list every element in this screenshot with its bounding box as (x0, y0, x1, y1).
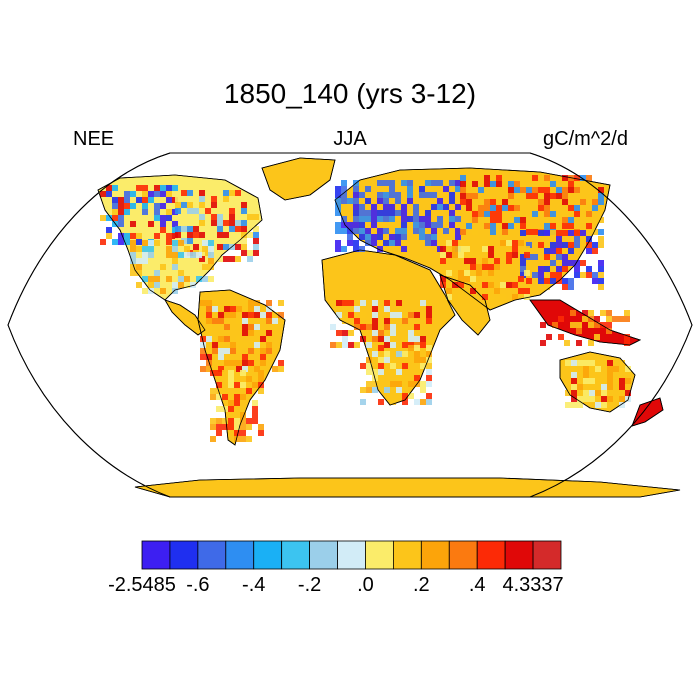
south-america-coast (197, 289, 286, 446)
units-label: gC/m^2/d (543, 128, 628, 150)
colorbar-bin-6 (309, 540, 338, 570)
central-america-coast (164, 299, 206, 336)
colorbar-bin-7 (337, 540, 366, 570)
colorbar-tick-label: .0 (357, 574, 374, 596)
colorbar-tick-label: 4.3337 (502, 574, 564, 596)
new-zealand-coast (631, 397, 664, 427)
north-america-coast (97, 174, 263, 301)
colorbar-tick-label: -.6 (186, 574, 210, 596)
colorbar-tick-label: .4 (468, 574, 486, 596)
colorbar-bin-14 (532, 540, 562, 570)
colorbar-bin-12 (476, 540, 506, 570)
colorbar-bin-0 (141, 540, 171, 570)
colorbar-tick-label: -2.5485 (108, 574, 176, 596)
variable-label: NEE (73, 128, 115, 150)
colorbar-bin-5 (281, 540, 310, 570)
colorbar-tick-label: .2 (412, 574, 430, 596)
europe-asia-coast (334, 167, 611, 311)
map-border (7, 152, 693, 498)
greenland-coast (261, 157, 336, 201)
colorbar-bin-2 (197, 540, 227, 570)
colorbar-tick-label: -.2 (297, 574, 322, 596)
plot-title: 1850_140 (yrs 3-12) (223, 78, 477, 109)
season-label: JJA (333, 128, 367, 150)
colorbar-bin-11 (448, 540, 478, 570)
colorbar-bin-4 (253, 540, 283, 570)
australia-coast (559, 351, 636, 413)
arabia-india-coast (439, 274, 491, 336)
colorbar-bin-8 (365, 540, 394, 570)
colorbar-bin-13 (504, 540, 534, 570)
colorbar-bin-9 (392, 540, 422, 570)
colorbar-bin-1 (169, 540, 199, 570)
colorbar-bin-3 (225, 540, 255, 570)
southeast-asia-coast (529, 299, 642, 346)
africa-coast (321, 249, 456, 406)
colorbar-tick-label: -.4 (242, 574, 266, 596)
colorbar-bin-10 (420, 540, 450, 570)
